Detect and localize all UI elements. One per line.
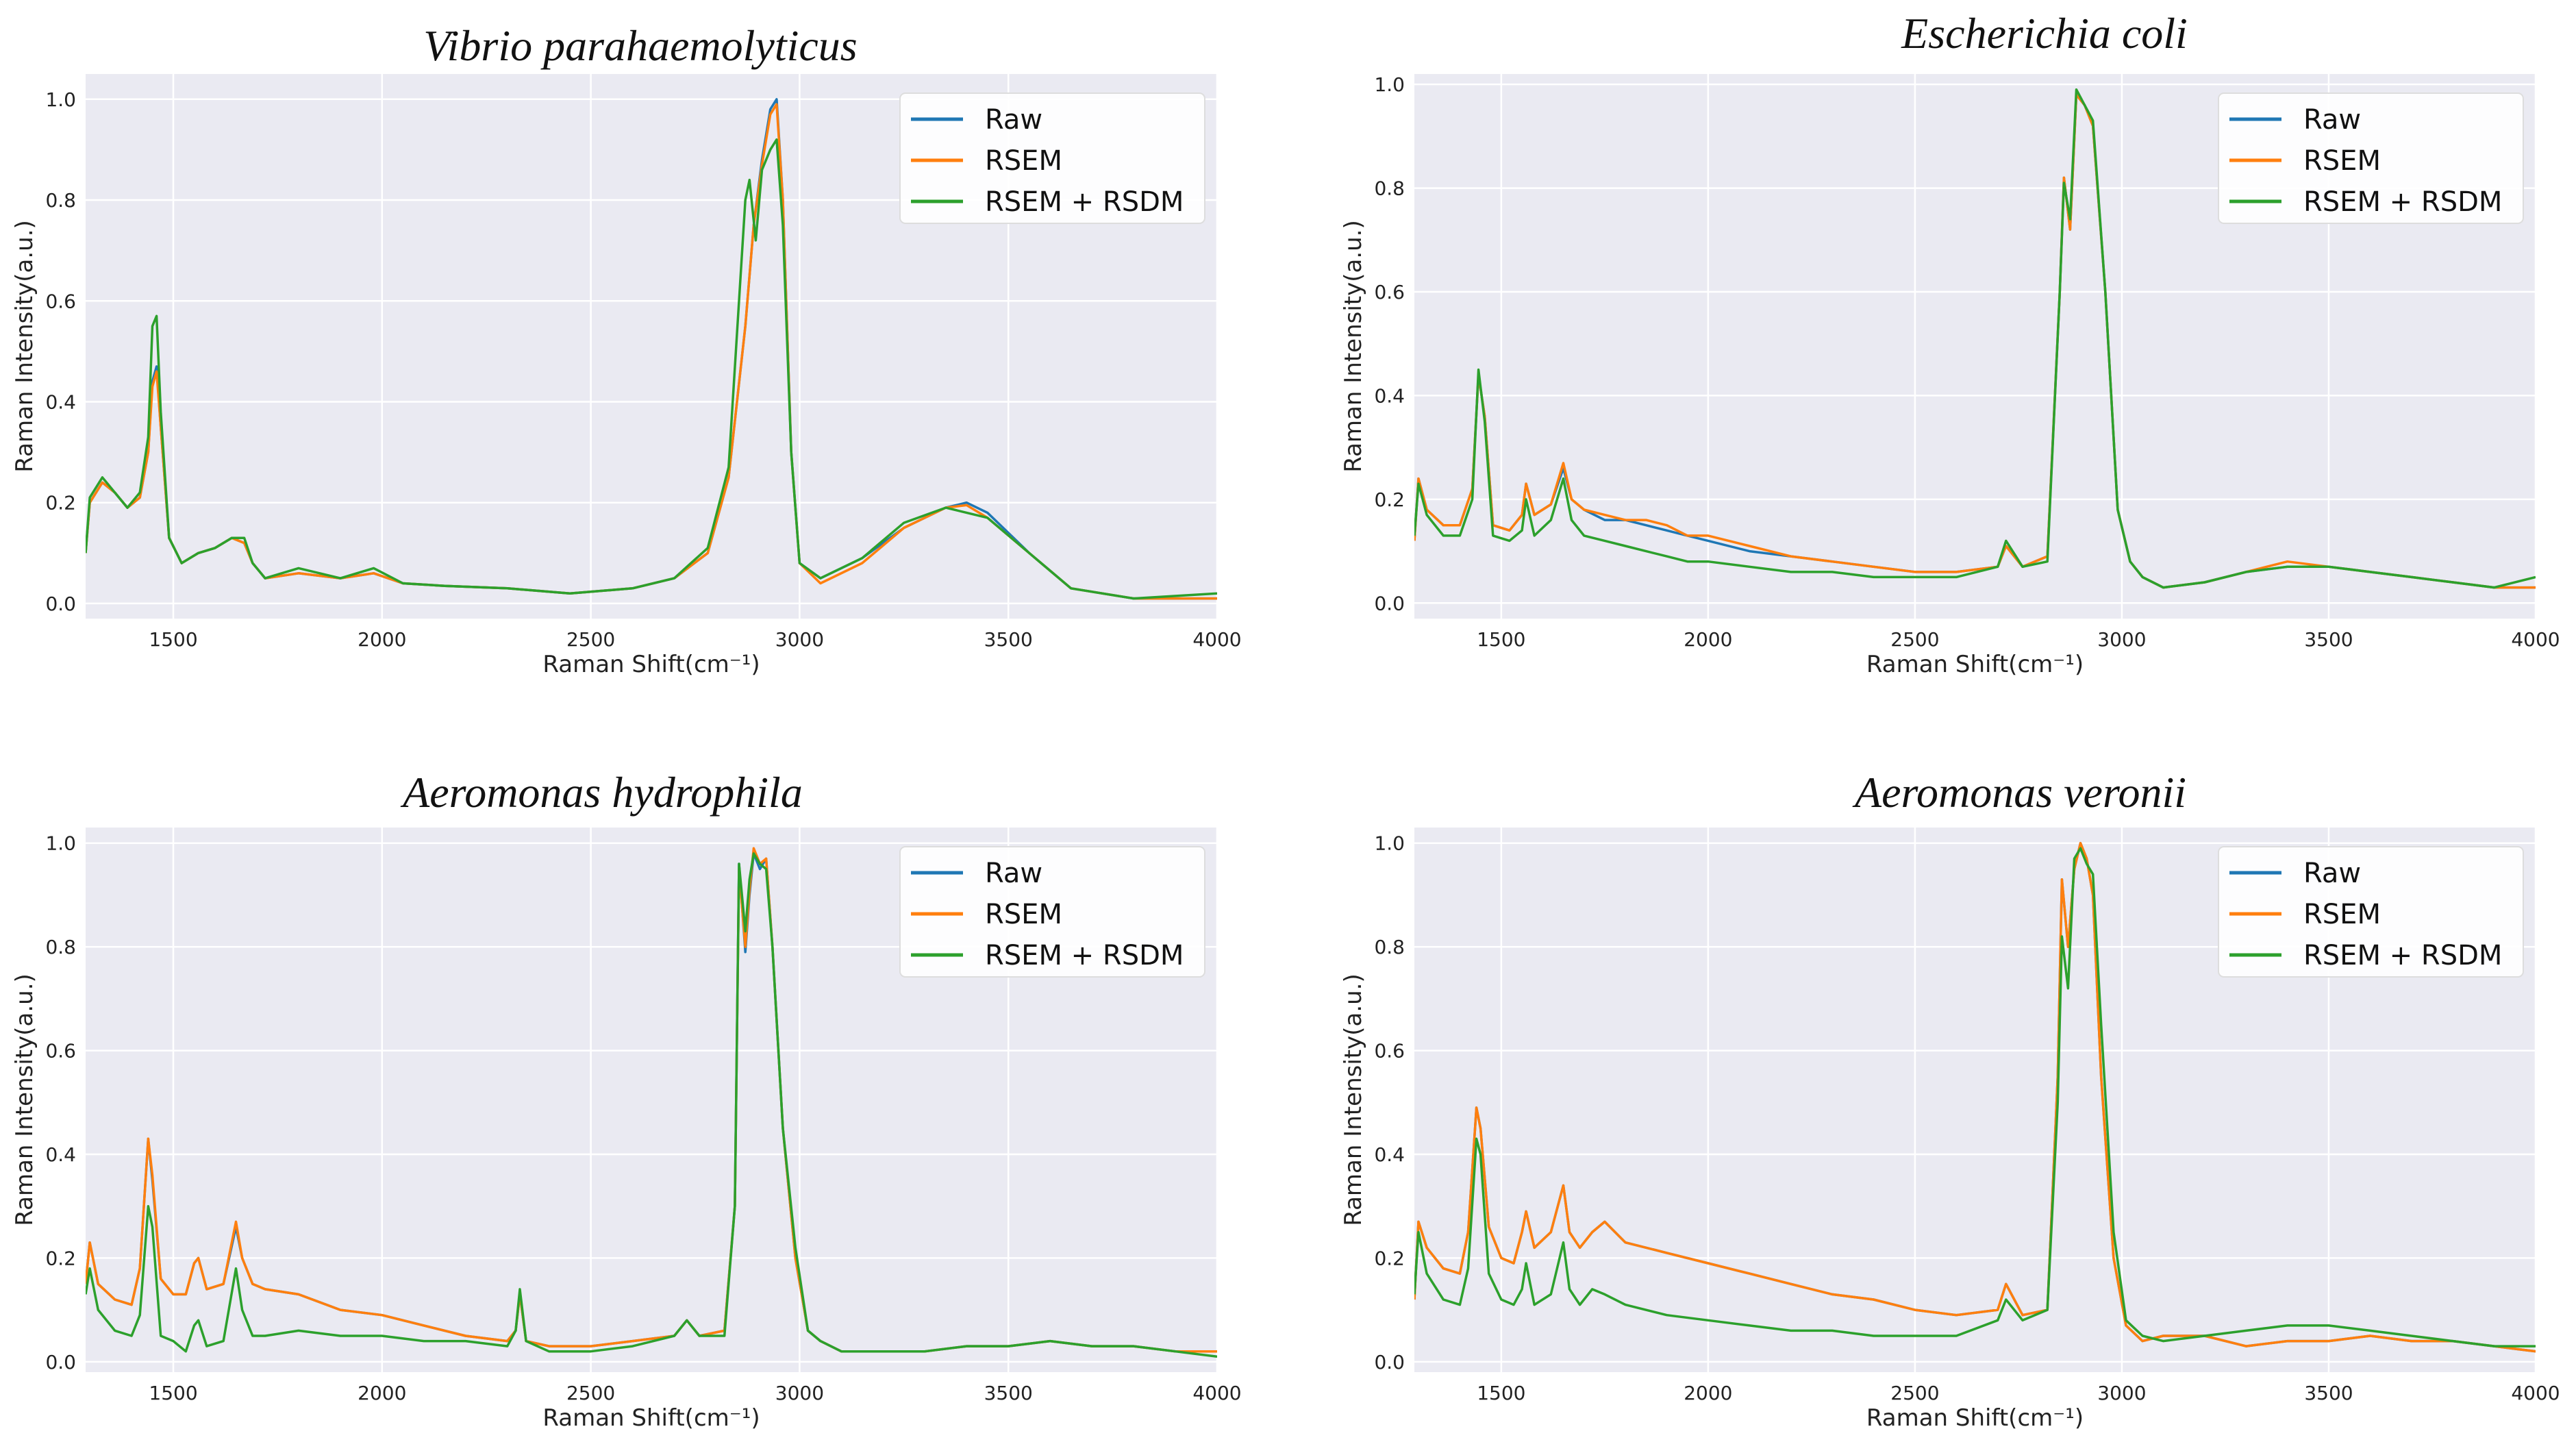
series-line-rsem-rsdm xyxy=(86,138,1217,600)
x-axis-label: Raman Shift(cm⁻¹) xyxy=(542,651,760,678)
y-axis-label: Raman Intensity(a.u.) xyxy=(1340,220,1367,473)
legend-box xyxy=(899,846,1205,978)
chart-title: Aeromonas veronii xyxy=(1852,768,2186,817)
chart-title: Vibrio parahaemolyticus xyxy=(423,21,857,70)
x-tick-label: 4000 xyxy=(2511,1382,2560,1404)
y-tick-label: 0.4 xyxy=(45,1143,76,1166)
y-tick-label: 0.4 xyxy=(1374,384,1405,407)
chart-title: Aeromonas hydrophila xyxy=(400,768,803,817)
y-tick-label: 0.4 xyxy=(1374,1143,1405,1166)
legend-label: Raw xyxy=(2303,104,2361,136)
x-tick-label: 1500 xyxy=(149,1382,197,1404)
legend-label: RSEM + RSDM xyxy=(985,940,1184,971)
x-tick-label: 3500 xyxy=(984,1382,1033,1404)
legend-label: RSEM xyxy=(985,899,1062,930)
y-axis-label: Raman Intensity(a.u.) xyxy=(11,973,38,1226)
y-tick-label: 1.0 xyxy=(1374,832,1405,855)
x-tick-label: 1500 xyxy=(149,628,197,651)
legend: Raw RSEM RSEM + RSDM xyxy=(2218,92,2524,224)
legend: Raw RSEM RSEM + RSDM xyxy=(899,846,1205,978)
y-tick-label: 0.6 xyxy=(1374,1040,1405,1063)
x-tick-label: 2000 xyxy=(1684,1382,1732,1404)
x-tick-label: 2500 xyxy=(1890,1382,1939,1404)
legend-label: Raw xyxy=(985,858,1042,889)
x-tick-label: 4000 xyxy=(1192,628,1241,651)
chart-panel-4: 1500 2000 2500 3000 3500 4000 0.0 0.2 0.4 0.6 0.8 1… xyxy=(1340,768,2560,1432)
y-tick-label: 1.0 xyxy=(45,832,76,855)
y-tick-label: 0.8 xyxy=(1374,177,1405,200)
x-axis-label: Raman Shift(cm⁻¹) xyxy=(1866,1404,2084,1432)
x-axis-label: Raman Shift(cm⁻¹) xyxy=(1866,651,2084,678)
chart-panel-3: 1500 2000 2500 3000 3500 4000 0.0 0.2 0.4 0.6 0.8 1… xyxy=(11,768,1242,1432)
series-line-rsem-rsdm xyxy=(1414,88,2536,589)
x-tick-label: 3500 xyxy=(2304,628,2353,651)
legend: Raw RSEM RSEM + RSDM xyxy=(2218,846,2524,978)
legend-box xyxy=(2218,92,2524,224)
y-tick-label: 0.0 xyxy=(45,1351,76,1374)
x-tick-label: 3500 xyxy=(984,628,1033,651)
x-tick-label: 1500 xyxy=(1477,1382,1525,1404)
x-tick-label: 2500 xyxy=(566,628,615,651)
y-tick-label: 0.0 xyxy=(1374,592,1405,614)
series-line-rsem xyxy=(1414,841,2536,1353)
legend-box xyxy=(899,92,1205,224)
y-tick-label: 0.2 xyxy=(1374,1247,1405,1269)
y-tick-label: 0.2 xyxy=(45,1247,76,1269)
legend-box xyxy=(2218,846,2524,978)
chart-panel-1: 1500 2000 2500 3000 3500 4000 0.0 0.2 0.4 0.6 0.8 1… xyxy=(11,21,1242,678)
x-tick-label: 3000 xyxy=(775,1382,824,1404)
y-tick-label: 0.8 xyxy=(45,936,76,958)
y-tick-label: 0.2 xyxy=(1374,488,1405,511)
y-axis-label: Raman Intensity(a.u.) xyxy=(11,220,38,473)
series-line-rsem-rsdm xyxy=(86,852,1217,1358)
x-tick-label: 2500 xyxy=(1890,628,1939,651)
chart-title: Escherichia coli xyxy=(1901,9,2188,58)
legend-label: Raw xyxy=(985,104,1042,136)
x-tick-label: 3000 xyxy=(775,628,824,651)
y-axis-label: Raman Intensity(a.u.) xyxy=(1340,973,1367,1226)
x-tick-label: 1500 xyxy=(1477,628,1525,651)
y-tick-label: 0.8 xyxy=(1374,936,1405,958)
x-tick-label: 2000 xyxy=(358,1382,406,1404)
y-tick-label: 0.4 xyxy=(45,390,76,413)
x-tick-label: 2500 xyxy=(566,1382,615,1404)
x-axis-label: Raman Shift(cm⁻¹) xyxy=(542,1404,760,1432)
x-tick-label: 4000 xyxy=(1192,1382,1241,1404)
x-tick-label: 4000 xyxy=(2511,628,2560,651)
y-tick-label: 0.6 xyxy=(1374,281,1405,303)
y-tick-label: 0.6 xyxy=(45,290,76,312)
legend: Raw RSEM RSEM + RSDM xyxy=(899,92,1205,224)
x-tick-label: 3000 xyxy=(2097,1382,2146,1404)
x-tick-label: 2000 xyxy=(1684,628,1732,651)
chart-panel-2: 1500 2000 2500 3000 3500 4000 0.0 0.2 0.4 0.6 0.8 1… xyxy=(1340,9,2560,678)
legend-label: Raw xyxy=(2303,858,2361,889)
y-tick-label: 0.0 xyxy=(45,593,76,615)
y-tick-label: 0.6 xyxy=(45,1040,76,1063)
legend-label: RSEM xyxy=(985,145,1062,177)
x-tick-label: 3500 xyxy=(2304,1382,2353,1404)
x-tick-label: 3000 xyxy=(2097,628,2146,651)
y-tick-label: 0.8 xyxy=(45,189,76,212)
legend-label: RSEM xyxy=(2303,145,2381,177)
legend-label: RSEM + RSDM xyxy=(2303,186,2502,218)
y-tick-label: 1.0 xyxy=(45,88,76,111)
legend-label: RSEM xyxy=(2303,899,2381,930)
legend-label: RSEM + RSDM xyxy=(985,186,1184,218)
x-tick-label: 2000 xyxy=(358,628,406,651)
legend-label: RSEM + RSDM xyxy=(2303,940,2502,971)
y-tick-label: 0.0 xyxy=(1374,1351,1405,1374)
y-tick-label: 1.0 xyxy=(1374,73,1405,96)
series-line-rsem-rsdm xyxy=(1414,847,2536,1348)
y-tick-label: 0.2 xyxy=(45,492,76,514)
